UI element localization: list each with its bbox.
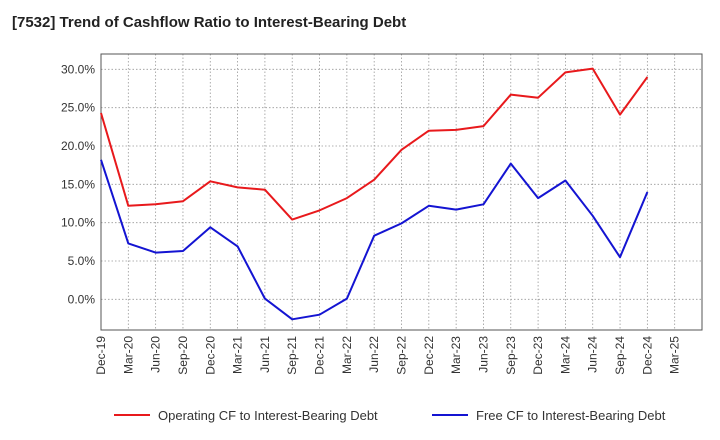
- series-line-operating-cf: [100, 67, 649, 221]
- x-tick-label: Jun-24: [586, 336, 600, 373]
- x-tick-label: Mar-23: [449, 336, 463, 374]
- y-tick-label: 25.0%: [61, 101, 95, 115]
- x-tick-label: Dec-23: [531, 336, 545, 375]
- x-tick-label: Sep-23: [504, 336, 518, 375]
- x-tick-label: Jun-21: [258, 336, 272, 373]
- legend-item-operating-cf: Operating CF to Interest-Bearing Debt: [114, 404, 378, 426]
- x-tick-label: Dec-21: [313, 336, 327, 375]
- x-tick-label: Jun-20: [149, 336, 163, 373]
- x-tick-label: Sep-22: [395, 336, 409, 375]
- plot-area-border: [100, 53, 703, 331]
- x-tick-label: Dec-20: [203, 336, 217, 375]
- x-tick-label: Mar-21: [231, 336, 245, 374]
- chart-title: [7532] Trend of Cashflow Ratio to Intere…: [12, 14, 407, 31]
- y-tick-label: 5.0%: [68, 254, 96, 268]
- legend-label-operating-cf: Operating CF to Interest-Bearing Debt: [158, 407, 378, 423]
- x-tick-label: Dec-19: [94, 336, 108, 375]
- x-tick-label: Sep-24: [613, 336, 627, 375]
- legend-swatch-free-cf: [432, 414, 468, 416]
- x-tick-label: Mar-24: [558, 336, 572, 374]
- x-tick-label: Jun-23: [476, 336, 490, 373]
- x-tick-label: Mar-25: [668, 336, 682, 374]
- legend-swatch-operating-cf: [114, 414, 150, 416]
- x-tick-label: Dec-24: [640, 336, 654, 375]
- y-tick-label: 10.0%: [61, 216, 95, 230]
- legend-item-free-cf: Free CF to Interest-Bearing Debt: [432, 404, 665, 426]
- y-tick-label: 15.0%: [61, 177, 95, 191]
- x-tick-label: Sep-20: [176, 336, 190, 375]
- y-tick-label: 20.0%: [61, 139, 95, 153]
- y-tick-label: 30.0%: [61, 62, 95, 76]
- chart-legend: Operating CF to Interest-Bearing Debt Fr…: [0, 404, 720, 426]
- y-tick-label: 0.0%: [68, 292, 96, 306]
- x-tick-label: Mar-20: [121, 336, 135, 374]
- legend-label-free-cf: Free CF to Interest-Bearing Debt: [476, 407, 666, 423]
- x-tick-label: Dec-22: [422, 336, 436, 375]
- x-tick-label: Sep-21: [285, 336, 299, 375]
- series-line-free-cf: [100, 159, 649, 321]
- x-tick-label: Mar-22: [340, 336, 354, 374]
- x-tick-label: Jun-22: [367, 336, 381, 373]
